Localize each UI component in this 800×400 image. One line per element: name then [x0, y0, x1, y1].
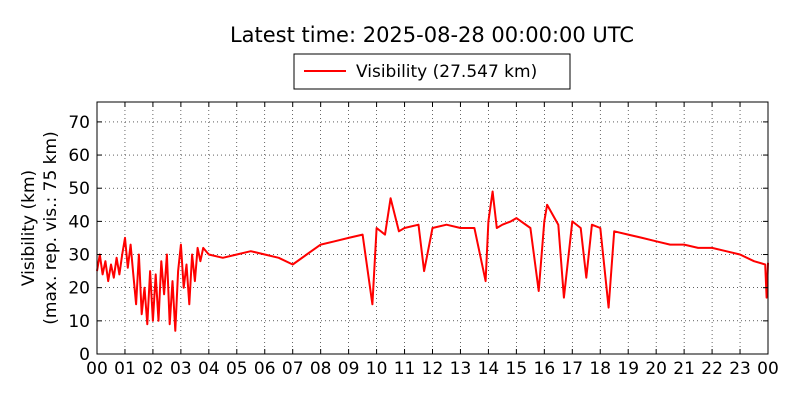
x-tick-label: 13	[450, 359, 472, 379]
x-tick-label: 06	[254, 359, 276, 379]
x-tick-label: 21	[673, 359, 695, 379]
x-tick-label: 17	[561, 359, 583, 379]
x-tick-label: 22	[701, 359, 723, 379]
x-tick-label: 18	[589, 359, 611, 379]
series-line-visibility	[96, 190, 769, 332]
x-tick-label: 09	[338, 359, 360, 379]
legend-label: Visibility (27.547 km)	[356, 62, 537, 82]
x-tick-label: 10	[366, 359, 388, 379]
x-tick-label: 00	[86, 359, 108, 379]
x-tick-label: 16	[534, 359, 556, 379]
x-tick-label: 08	[310, 359, 332, 379]
y-tick-label: 10	[68, 312, 90, 332]
x-tick-label: 00	[757, 359, 779, 379]
x-tick-label: 23	[729, 359, 751, 379]
x-tick-label: 07	[282, 359, 304, 379]
y-tick-label: 50	[68, 179, 90, 199]
legend: Visibility (27.547 km)	[293, 53, 571, 90]
x-tick-label: 01	[114, 359, 136, 379]
y-tick-label: 0	[79, 345, 90, 365]
y-tick-label: 70	[68, 113, 90, 133]
x-tick-label: 05	[226, 359, 248, 379]
x-tick-label: 02	[142, 359, 164, 379]
x-tick-label: 14	[478, 359, 500, 379]
y-axis-label-line1: Visibility (km)	[19, 170, 39, 286]
chart-title: Latest time: 2025-08-28 00:00:00 UTC	[230, 23, 634, 47]
x-tick-label: 11	[394, 359, 416, 379]
x-axis: 00 01 02 03 04 05 06 07 08 09 10 11 12 13 14 15 16 17 18 19…	[86, 102, 779, 379]
x-tick-label: 03	[170, 359, 192, 379]
y-tick-label: 20	[68, 279, 90, 299]
x-tick-label: 12	[422, 359, 444, 379]
x-tick-label: 19	[617, 359, 639, 379]
y-tick-label: 40	[68, 212, 90, 232]
y-tick-label: 60	[68, 146, 90, 166]
x-tick-label: 04	[198, 359, 220, 379]
y-tick-label: 30	[68, 246, 90, 266]
x-tick-label: 20	[645, 359, 667, 379]
plot-area	[96, 190, 769, 332]
x-tick-label: 15	[506, 359, 528, 379]
y-axis-label-line2: (max. rep. vis.: 75 km)	[41, 131, 61, 324]
y-axis: 0 10 20 30 40 50 60 70	[68, 113, 768, 365]
